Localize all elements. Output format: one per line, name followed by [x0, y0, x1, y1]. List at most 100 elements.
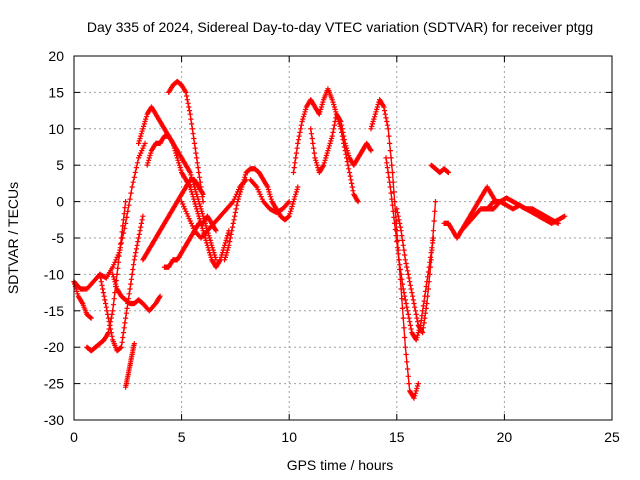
data-point [113, 283, 119, 290]
data-point [404, 304, 410, 310]
data-point [176, 162, 182, 168]
data-point [126, 291, 132, 297]
data-point [206, 247, 212, 253]
data-point [197, 203, 203, 210]
data-point [314, 162, 320, 168]
data-point [196, 174, 203, 180]
x-tick-label: 10 [281, 429, 297, 445]
data-point [422, 315, 428, 321]
data-point [196, 213, 202, 219]
data-point [293, 191, 299, 197]
data-point [188, 220, 194, 226]
data-point [291, 165, 297, 171]
data-point [317, 109, 323, 115]
data-point [228, 231, 234, 237]
data-point [369, 121, 375, 127]
data-point [287, 211, 293, 217]
data-point [170, 140, 176, 146]
data-point [329, 97, 335, 103]
data-point [186, 108, 193, 114]
data-point [410, 293, 416, 299]
data-point [173, 150, 179, 156]
data-point [132, 169, 138, 176]
data-point [388, 155, 394, 161]
data-point [123, 310, 129, 316]
data-point [140, 213, 146, 219]
data-point [207, 250, 213, 256]
data-point [406, 381, 412, 387]
data-point [425, 286, 431, 292]
data-point [331, 122, 337, 128]
data-point [188, 172, 194, 178]
data-point [137, 228, 143, 234]
data-point [230, 220, 236, 226]
data-point [141, 121, 147, 127]
data-point [190, 131, 196, 137]
series-sat-c [84, 199, 129, 354]
data-point [200, 199, 206, 205]
data-point [330, 129, 336, 135]
data-point [176, 160, 182, 166]
data-point [132, 253, 138, 259]
data-point [415, 319, 421, 325]
data-point [333, 109, 339, 115]
data-point [142, 118, 148, 125]
data-point [157, 293, 163, 299]
data-point [134, 160, 141, 166]
data-point [432, 208, 438, 214]
data-point [179, 199, 185, 205]
data-point [140, 126, 146, 132]
data-point [413, 337, 419, 343]
series-sat-p [308, 111, 374, 176]
data-point [124, 305, 130, 311]
x-axis-title: GPS time / hours [287, 457, 394, 473]
data-point [128, 281, 134, 287]
y-tick-label: -20 [44, 339, 64, 355]
data-point [74, 288, 80, 294]
series-sat-f [110, 271, 163, 314]
data-point [409, 290, 415, 296]
series-sat-h [144, 133, 232, 270]
data-point [384, 118, 390, 125]
data-point [313, 160, 320, 166]
data-point [130, 179, 136, 185]
data-point [195, 211, 201, 217]
data-point [242, 172, 248, 178]
data-point [290, 169, 297, 176]
data-point [384, 160, 390, 166]
data-point [294, 145, 300, 151]
data-point [407, 282, 413, 288]
data-point [395, 251, 401, 257]
data-point [429, 247, 435, 253]
data-point [346, 166, 352, 172]
data-point [370, 118, 376, 125]
data-point [185, 213, 191, 219]
data-point [371, 116, 377, 122]
data-point [223, 252, 229, 258]
data-point [189, 189, 195, 195]
data-point [410, 297, 416, 303]
data-point [143, 116, 149, 122]
data-point [267, 194, 274, 200]
data-point [108, 326, 114, 332]
data-point [184, 93, 190, 99]
data-point [110, 271, 116, 277]
data-point [122, 320, 128, 326]
data-point [401, 325, 407, 331]
data-point [75, 291, 81, 297]
data-point [404, 359, 410, 365]
data-point [386, 133, 392, 139]
data-point [191, 140, 198, 146]
data-point [399, 305, 406, 311]
data-point [187, 111, 193, 117]
data-point [188, 186, 194, 193]
data-point [405, 268, 411, 274]
data-point [237, 189, 243, 195]
data-point [374, 106, 380, 112]
data-point [100, 290, 106, 296]
data-point [136, 235, 142, 241]
data-point [189, 126, 195, 132]
data-point [309, 135, 315, 142]
data-point [255, 186, 261, 193]
data-point [398, 228, 404, 234]
